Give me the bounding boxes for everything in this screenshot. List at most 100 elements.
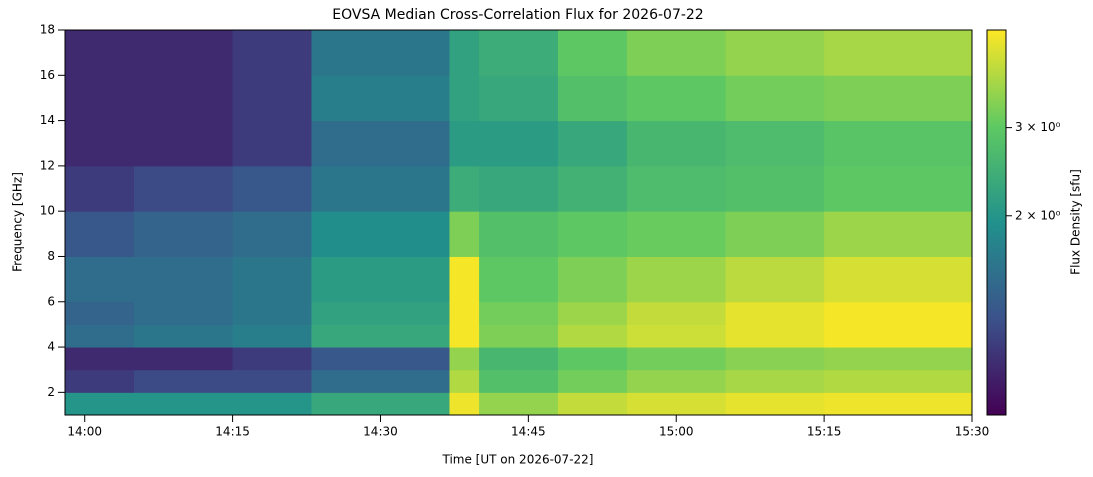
x-tick-label: 14:15 [215, 425, 250, 439]
heatmap-cell [311, 211, 450, 257]
heatmap-cell [725, 301, 825, 325]
heatmap-cell [65, 347, 135, 371]
heatmap-cell [824, 165, 973, 212]
heatmap-cell [311, 324, 450, 348]
heatmap-cell [626, 120, 727, 167]
heatmap-cell [134, 211, 234, 257]
y-tick-label: 4 [47, 340, 55, 354]
heatmap-cell [725, 369, 825, 393]
heatmap-cell [232, 301, 312, 325]
heatmap-cell [725, 30, 825, 76]
heatmap-cell [725, 324, 825, 348]
heatmap-cell [479, 75, 559, 122]
x-axis-label: Time [UT on 2026-07-22] [442, 453, 594, 467]
heatmap-cell [134, 392, 234, 416]
heatmap-cell [557, 301, 628, 325]
heatmap-cell [449, 324, 480, 348]
heatmap-cell [725, 75, 825, 122]
heatmap-cell [232, 30, 312, 76]
heatmap-cell [557, 256, 628, 303]
heatmap-cell [134, 369, 234, 393]
heatmap-cell [824, 211, 973, 257]
heatmap-cell [449, 211, 480, 257]
heatmap-cell [311, 256, 450, 303]
x-tick-label: 14:30 [363, 425, 398, 439]
heatmap-cell [449, 120, 480, 167]
y-tick-label: 10 [40, 204, 55, 218]
heatmap-cell [65, 165, 135, 212]
heatmap-cell [232, 324, 312, 348]
heatmap-cell [449, 347, 480, 371]
y-tick-label: 8 [47, 249, 55, 263]
heatmap-cell [311, 30, 450, 76]
heatmap-cell [479, 392, 559, 416]
heatmap-cell [626, 256, 727, 303]
heatmap-cell [479, 165, 559, 212]
heatmap-cell [232, 120, 312, 167]
colorbar [986, 29, 1007, 416]
y-axis-label: Frequency [GHz] [11, 172, 25, 272]
heatmap-cell [311, 347, 450, 371]
heatmap-cell [449, 75, 480, 122]
y-tick-label: 2 [47, 385, 55, 399]
heatmap-cell [232, 347, 312, 371]
y-tick-label: 6 [47, 294, 55, 308]
colorbar-tick-label: 2 × 10⁰ [1015, 208, 1061, 222]
heatmap-cell [557, 120, 628, 167]
heatmap-cell [557, 369, 628, 393]
y-tick-label: 14 [40, 113, 55, 127]
heatmap-cell [134, 165, 234, 212]
heatmap-cell [725, 347, 825, 371]
heatmap-cell [134, 75, 234, 122]
heatmap-cell [557, 30, 628, 76]
heatmap-cell [65, 120, 135, 167]
heatmap-cell [134, 120, 234, 167]
heatmap-cell [725, 211, 825, 257]
y-tick-label: 16 [40, 68, 55, 82]
plot-frame [64, 29, 973, 416]
heatmap-cell [449, 301, 480, 325]
heatmap-cell [626, 165, 727, 212]
heatmap-cell [626, 30, 727, 76]
heatmap-cell [626, 75, 727, 122]
heatmap-cell [232, 369, 312, 393]
heatmap-cell [824, 392, 973, 416]
heatmap-cell [232, 211, 312, 257]
x-tick-label: 15:00 [659, 425, 694, 439]
heatmap-cell [725, 120, 825, 167]
heatmap-cell [824, 347, 973, 371]
heatmap-cell [479, 120, 559, 167]
colorbar-tick-label: 3 × 10⁰ [1015, 120, 1061, 134]
heatmap-cell [65, 75, 135, 122]
heatmap-cell [449, 256, 480, 303]
heatmap-cell [65, 369, 135, 393]
heatmap-cell [311, 392, 450, 416]
heatmap-cell [65, 256, 135, 303]
heatmap-cell [824, 324, 973, 348]
heatmap-cell [479, 301, 559, 325]
heatmap-cell [824, 30, 973, 76]
heatmap-cell [626, 369, 727, 393]
heatmap-cell [626, 211, 727, 257]
heatmap-cell [449, 369, 480, 393]
heatmap-cell [725, 165, 825, 212]
heatmap-cell [626, 392, 727, 416]
heatmap-cell [65, 301, 135, 325]
heatmap-cell [479, 347, 559, 371]
heatmap-cell [824, 120, 973, 167]
heatmap-cell [311, 75, 450, 122]
heatmap-cell [232, 75, 312, 122]
heatmap-cell [311, 369, 450, 393]
heatmap-cell [65, 324, 135, 348]
heatmap-cell [557, 324, 628, 348]
x-tick-label: 14:00 [67, 425, 102, 439]
heatmap-cell [449, 30, 480, 76]
heatmap-cell [311, 165, 450, 212]
x-tick-label: 14:45 [511, 425, 546, 439]
heatmap-cell [232, 165, 312, 212]
heatmap-cell [557, 165, 628, 212]
heatmap-cell [626, 301, 727, 325]
heatmap [65, 30, 973, 416]
heatmap-cell [65, 30, 135, 76]
heatmap-cell [725, 256, 825, 303]
